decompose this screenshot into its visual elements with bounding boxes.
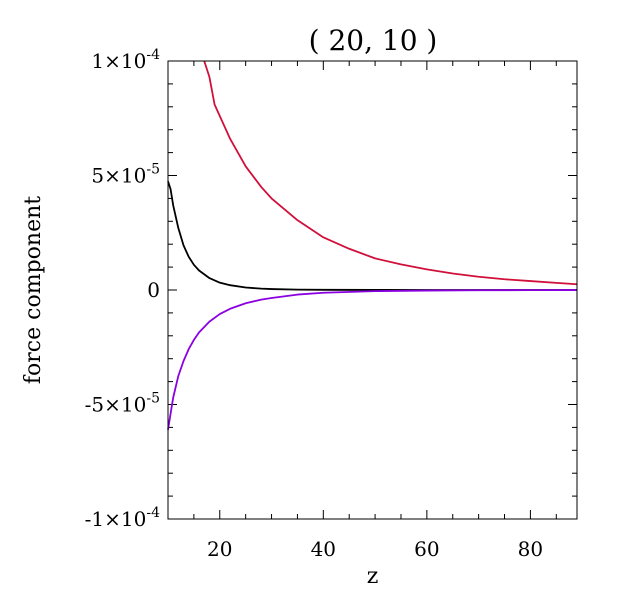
x-tick-label: 40 bbox=[311, 537, 336, 561]
plot-series bbox=[167, 60, 578, 430]
plot-frame bbox=[167, 60, 578, 520]
series-line-1 bbox=[203, 60, 578, 286]
x-tick-label: 20 bbox=[207, 537, 232, 561]
x-tick-label: 60 bbox=[414, 537, 439, 561]
chart-title: ( 20, 10 ) bbox=[309, 24, 438, 57]
series-line-3 bbox=[167, 289, 578, 430]
plot-axes: 20 40 60 80 1×10-4 5×10-5 0 -5×10-5 -1×10-4 bbox=[85, 47, 577, 561]
y-axis-label: force component bbox=[21, 196, 46, 384]
series-line-2 bbox=[167, 180, 577, 291]
y-tick-label: -1×10-4 bbox=[85, 505, 160, 531]
x-axis-label: z bbox=[367, 564, 379, 589]
y-tick-label: 0 bbox=[147, 278, 160, 302]
y-tick-label: -5×10-5 bbox=[85, 391, 160, 417]
y-tick-label: 1×10-4 bbox=[91, 47, 160, 73]
x-tick-label: 80 bbox=[518, 537, 543, 561]
y-tick-label: 5×10-5 bbox=[91, 162, 160, 188]
